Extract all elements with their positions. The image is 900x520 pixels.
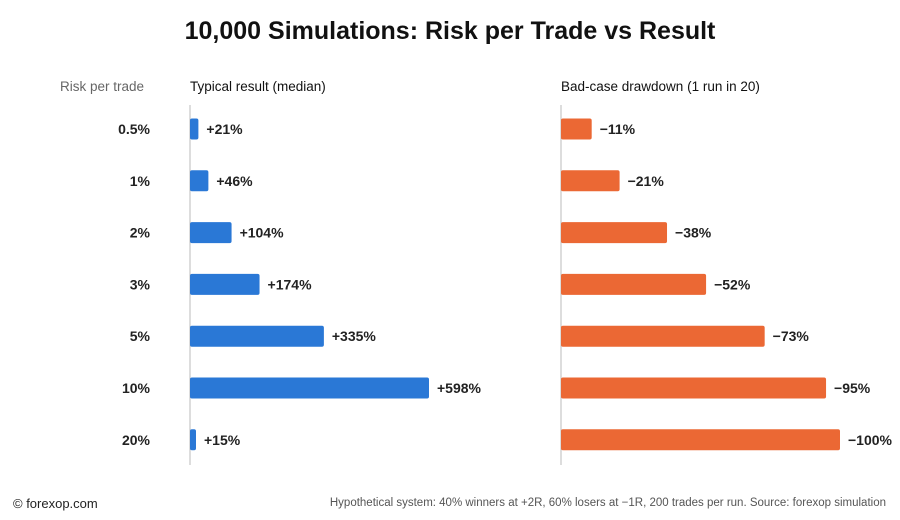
drawdown-bar	[561, 377, 827, 399]
median-bar	[190, 377, 429, 399]
median-bar	[190, 325, 324, 347]
source-note: Hypothetical system: 40% winners at +2R,…	[329, 497, 886, 509]
drawdown-value-label: −38%	[675, 225, 712, 241]
median-value-label: +21%	[206, 121, 243, 137]
median-bar	[190, 118, 199, 140]
drawdown-value-label: −95%	[834, 380, 871, 396]
drawdown-column-header: Bad-case drawdown (1 run in 20)	[561, 79, 760, 94]
risk-label: 5%	[130, 328, 151, 344]
risk-label: 0.5%	[118, 121, 150, 137]
median-bar	[190, 273, 260, 295]
drawdown-value-label: −100%	[848, 432, 893, 448]
risk-column-header: Risk per trade	[60, 79, 145, 94]
drawdown-value-label: −11%	[600, 121, 636, 137]
median-value-label: +174%	[268, 276, 313, 292]
median-value-label: +598%	[437, 380, 482, 396]
risk-label: 1%	[130, 173, 151, 189]
copyright-text: © forexop.com	[13, 496, 98, 511]
risk-label: 20%	[122, 432, 151, 448]
drawdown-value-label: −21%	[628, 173, 665, 189]
risk-label: 2%	[130, 225, 151, 241]
risk-label: 10%	[122, 380, 151, 396]
median-value-label: +104%	[240, 225, 285, 241]
median-bar	[190, 429, 196, 451]
drawdown-bar	[561, 170, 620, 192]
median-value-label: +335%	[332, 328, 377, 344]
drawdown-value-label: −73%	[773, 328, 810, 344]
median-column-header: Typical result (median)	[190, 79, 326, 94]
risk-label: 3%	[130, 276, 151, 292]
median-bar	[190, 170, 209, 192]
median-value-label: +15%	[204, 432, 241, 448]
drawdown-bar	[561, 273, 707, 295]
drawdown-value-label: −52%	[714, 276, 751, 292]
drawdown-bar	[561, 325, 765, 347]
chart-title: 10,000 Simulations: Risk per Trade vs Re…	[184, 17, 716, 45]
median-value-label: +46%	[216, 173, 253, 189]
drawdown-bar	[561, 222, 668, 244]
median-bar	[190, 222, 232, 244]
drawdown-bar	[561, 118, 592, 140]
drawdown-bar	[561, 429, 840, 451]
